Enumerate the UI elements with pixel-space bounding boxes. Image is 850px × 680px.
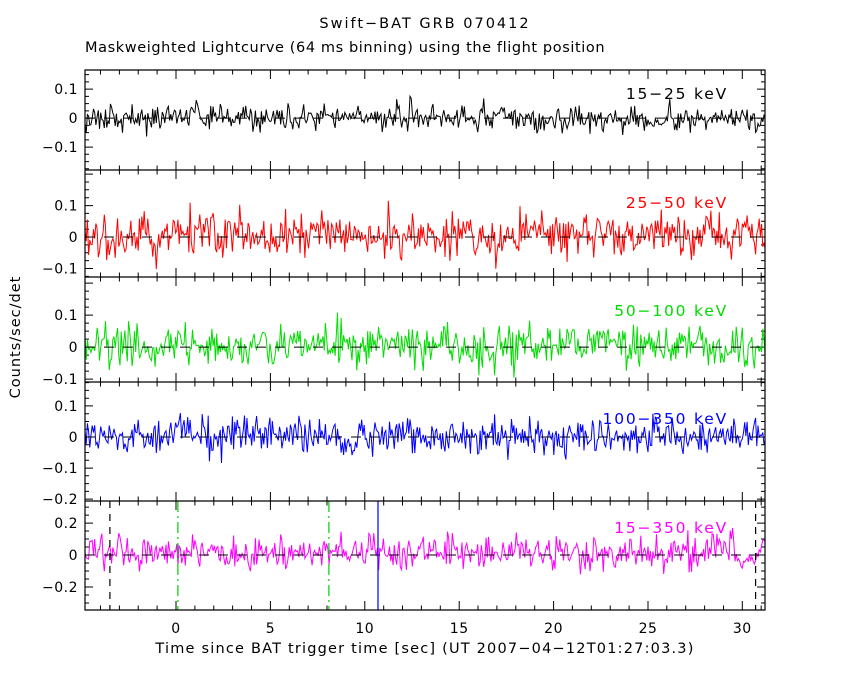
y-tick-label: 0.1 [54,308,78,324]
x-axis-label: Time since BAT trigger time [sec] (UT 20… [155,641,695,657]
y-axis-label: Counts/sec/det [8,275,24,399]
band-label-50-100-kev: 50−100 keV [614,302,728,320]
band-label-100-350-kev: 100−350 keV [603,410,728,428]
y-tick-label: 0 [69,430,78,446]
y-tick-label: 0.1 [54,399,78,415]
x-tick-label: 5 [266,621,275,637]
panel-ticks [85,277,765,382]
y-tick-label: 0 [69,548,78,564]
plot-title: Swift−BAT GRB 070412 [319,16,531,32]
lightcurve-50-100-kev [85,312,765,378]
panel-25-50-kev: 0.1 0 −0.1 25−50 keV [42,170,765,278]
x-tick-label: 25 [639,621,658,637]
band-label-15-350-kev: 15−350 keV [614,519,728,537]
lightcurve-25-50-kev [85,200,765,270]
y-tick-label: 0 [69,111,78,127]
panel-15-350-kev: 0.2 0 −0.2 15−350 keV [42,501,765,610]
panel-ticks [85,70,765,170]
y-tick-label: 0.1 [54,199,78,215]
x-tick-label: 30 [733,621,752,637]
panel-100-350-kev: 0.1 0 −0.1 −0.2 100−350 keV [42,382,765,508]
panel-50-100-kev: 0.1 0 −0.1 50−100 keV [42,277,765,388]
y-tick-label: 0.1 [54,82,78,98]
x-tick-label: 0 [171,621,180,637]
lightcurve-15-25-kev [85,94,765,137]
y-tick-label: −0.1 [42,262,78,278]
panel-15-25-kev: 0.1 0 −0.1 15−25 keV [42,70,765,170]
y-tick-label: −0.2 [42,580,78,596]
x-tick-label: 20 [544,621,563,637]
band-label-15-25-kev: 15−25 keV [626,85,728,103]
x-tick-label: 10 [355,621,374,637]
y-tick-label: 0 [69,340,78,356]
y-tick-label: 0 [69,230,78,246]
lightcurve-100-350-kev [85,413,765,464]
y-tick-label: −0.1 [42,140,78,156]
plot-frame [84,69,766,611]
plot-subtitle: Maskweighted Lightcurve (64 ms binning) … [85,40,606,56]
panel-ticks [85,382,765,501]
lightcurve-15-350-kev [85,528,765,575]
x-tick-label: 15 [450,621,469,637]
y-tick-label: 0.2 [54,516,78,532]
y-tick-label: −0.1 [42,461,78,477]
panel-ticks [85,170,765,277]
band-label-25-50-kev: 25−50 keV [626,194,728,212]
y-tick-label: −0.1 [42,372,78,388]
panel-ticks [85,501,765,610]
y-tick-label: −0.2 [42,492,78,508]
